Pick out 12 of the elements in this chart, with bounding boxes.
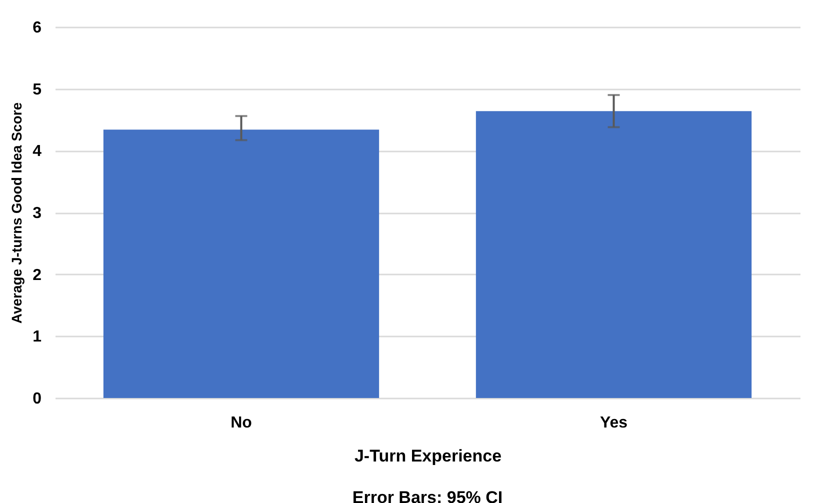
y-tick-label: 1	[32, 328, 42, 346]
x-tick-label: No	[230, 414, 252, 432]
y-tick-label: 3	[32, 205, 42, 222]
y-tick-label: 4	[32, 143, 42, 160]
y-tick-label: 2	[32, 266, 42, 284]
x-tick-label: Yes	[600, 414, 628, 432]
y-tick-label: 0	[32, 390, 42, 408]
x-axis-title: J-Turn Experience	[354, 446, 502, 466]
y-tick-label: 5	[32, 81, 42, 98]
y-tick-label: 6	[32, 20, 42, 36]
text: Error Bars: 95% CI	[352, 488, 503, 503]
y-axis-title: Average J-turns Good Idea Score	[8, 102, 25, 324]
